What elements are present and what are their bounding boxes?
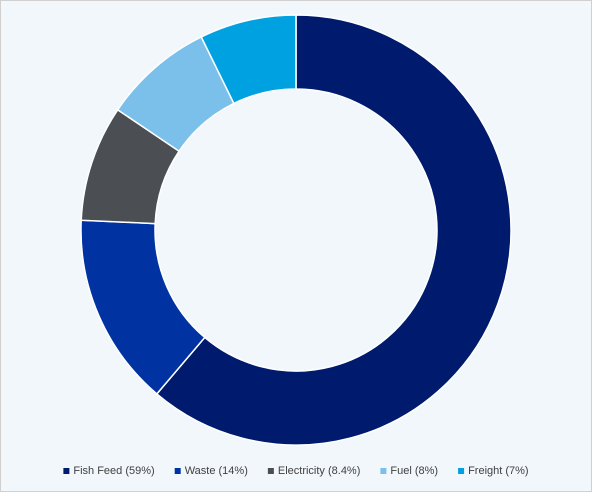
donut-segment [200,14,297,105]
legend-swatch [458,468,465,474]
legend-label: Fish Feed (59%) [73,465,154,477]
legend-swatch [380,468,387,474]
legend-label: Waste (14%) [185,465,248,477]
legend-label: Freight (7%) [468,465,529,477]
legend-swatch [63,468,70,474]
legend-swatch [174,468,181,474]
legend-label: Fuel (8%) [390,465,438,477]
legend-label: Electricity (8.4%) [278,465,361,477]
legend-swatch [267,468,274,474]
donut-segment [155,14,512,446]
